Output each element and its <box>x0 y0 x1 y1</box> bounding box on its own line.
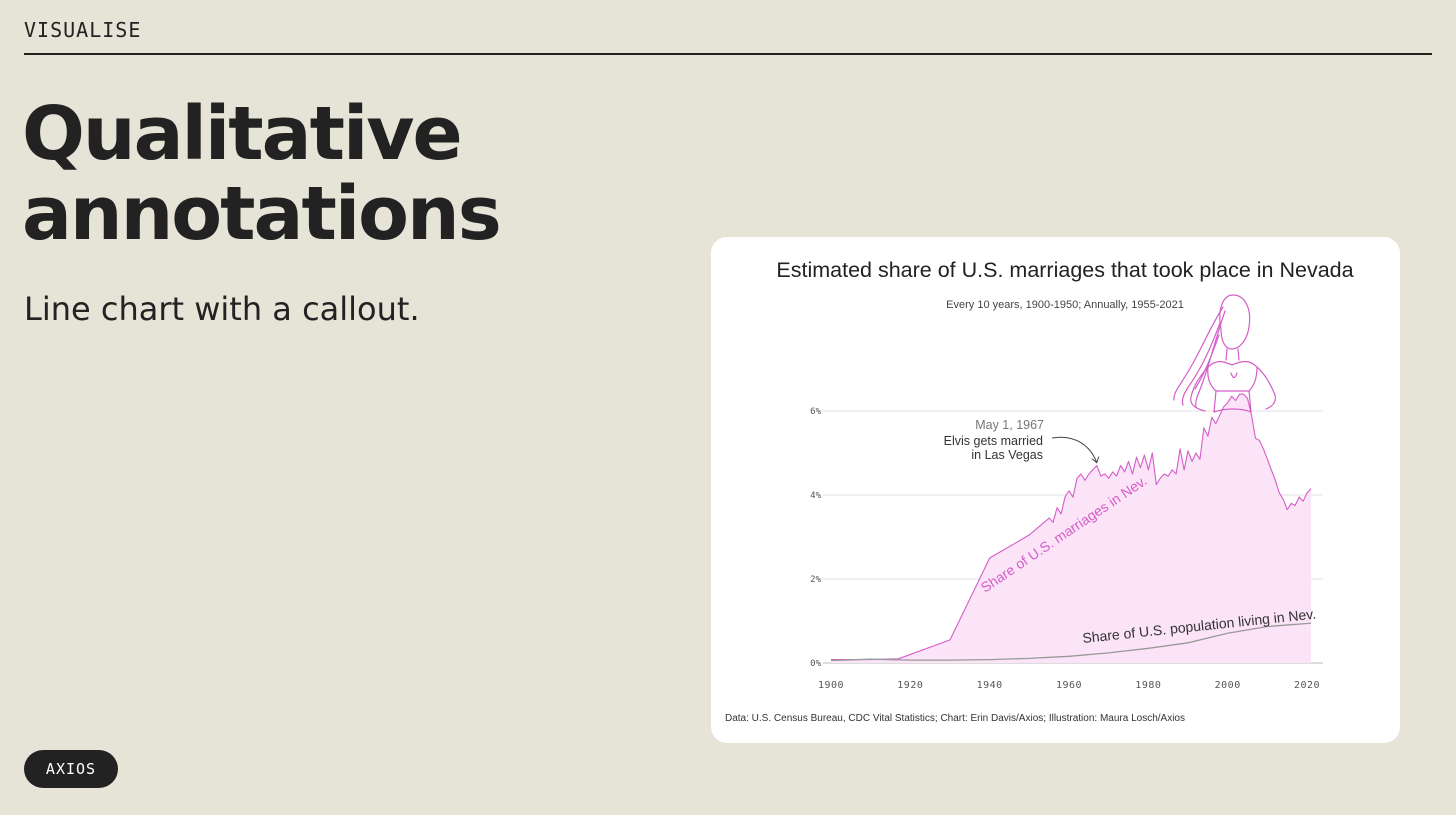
chart-area-layer <box>830 393 1312 663</box>
x-tick-label: 2020 <box>1294 680 1320 691</box>
chart-svg: Estimated share of U.S. marriages that t… <box>725 258 1354 724</box>
axios-badge[interactable]: AXIOS <box>24 750 118 788</box>
population-share-line <box>830 622 1312 662</box>
chart-axes: 0% 2% 4% 6% 1900 1920 1940 1960 1980 2000 2020 <box>810 407 1320 691</box>
callout-arrowhead <box>1091 456 1100 464</box>
x-tick-label: 1980 <box>1135 680 1161 691</box>
callout-text-line-2: in Las Vegas <box>971 448 1043 462</box>
chart-card: Estimated share of U.S. marriages that t… <box>711 237 1400 743</box>
title-line-1: Qualitative <box>22 91 463 177</box>
marriage-share-area <box>831 394 1311 663</box>
chart-source: Data: U.S. Census Bureau, CDC Vital Stat… <box>725 713 1185 724</box>
page-title: Qualitative annotations <box>22 91 502 257</box>
y-tick-label: 2% <box>810 575 821 585</box>
callout-arrow <box>1051 436 1098 463</box>
x-tick-label: 1940 <box>977 680 1003 691</box>
header-divider <box>24 53 1432 55</box>
chart-subtitle: Every 10 years, 1900-1950; Annually, 195… <box>946 299 1184 311</box>
x-tick-label: 2000 <box>1215 680 1241 691</box>
bride-illustration <box>1173 294 1276 413</box>
x-tick-label: 1920 <box>897 680 923 691</box>
section-kicker: VISUALISE <box>24 18 142 42</box>
callout-date: May 1, 1967 <box>975 418 1044 432</box>
title-line-2: annotations <box>22 171 502 257</box>
callout: May 1, 1967 Elvis gets married in Las Ve… <box>944 418 1100 464</box>
y-tick-label: 4% <box>810 491 821 501</box>
chart-title: Estimated share of U.S. marriages that t… <box>776 258 1353 282</box>
callout-text-line-1: Elvis gets married <box>944 434 1043 448</box>
y-tick-label: 0% <box>810 659 821 669</box>
x-tick-label: 1900 <box>818 680 844 691</box>
x-tick-label: 1960 <box>1056 680 1082 691</box>
y-tick-label: 6% <box>810 407 821 417</box>
page-subtitle: Line chart with a callout. <box>24 290 420 328</box>
marriage-share-line <box>831 393 1312 661</box>
